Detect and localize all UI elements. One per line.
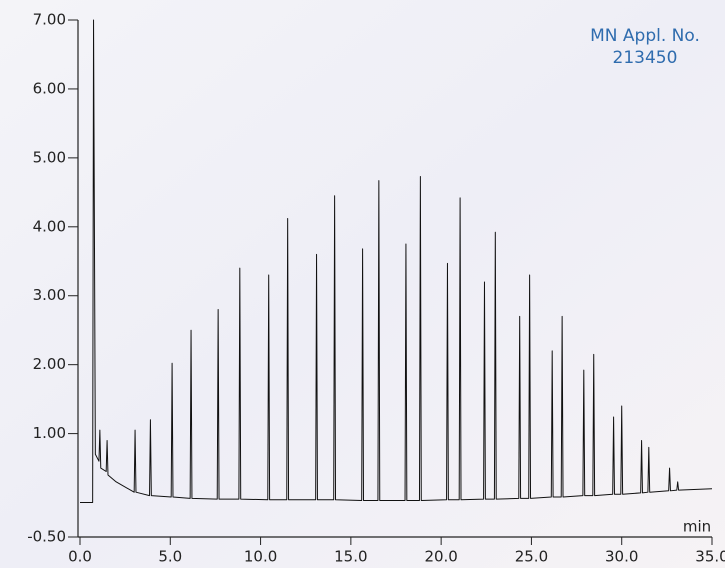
y-tick-label: 3.00 [33,286,66,304]
x-tick-label: 10.0 [244,548,277,566]
trace [80,19,713,504]
y-tick-label: 1.00 [33,424,66,442]
annotation: MN Appl. No. [590,26,700,46]
x-tick-label: 20.0 [424,548,457,566]
y-tick-label: 6.00 [33,79,66,97]
x-tick-label: 35.0 [695,548,725,566]
y-tick-label: -0.50 [27,528,66,546]
y-tick-label: 5.00 [33,148,66,166]
x-axis-label: min [683,518,711,536]
x-tick-label: 5.0 [158,548,182,566]
y-tick-label: 4.00 [33,217,66,235]
x-tick-label: 25.0 [515,548,548,566]
y-tick-label: 7.00 [33,11,66,29]
y-tick-label: 2.00 [33,355,66,373]
x-tick-label: 15.0 [334,548,367,566]
x-tick-label: 30.0 [605,548,638,566]
x-tick-label: 0.0 [68,548,92,566]
annotation: 213450 [613,48,678,68]
